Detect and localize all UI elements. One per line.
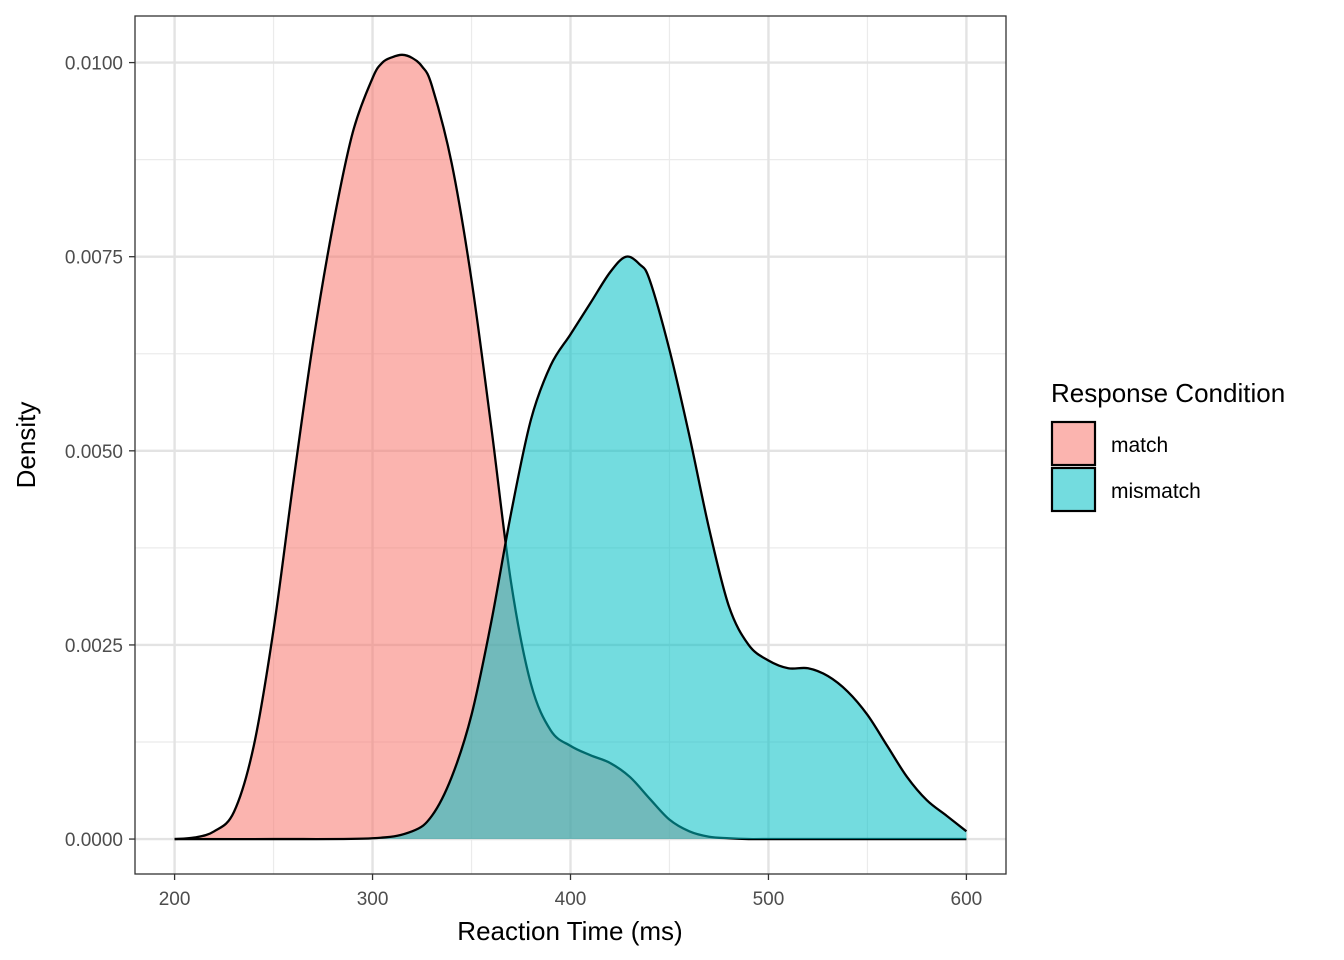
legend-label-match: match	[1111, 434, 1168, 457]
y-axis: 0.0000 0.0025 0.0050 0.0075 0.0100	[65, 54, 135, 851]
legend-key-mismatch	[1050, 466, 1097, 513]
density-areas	[174, 53, 968, 841]
x-tick-label: 400	[555, 889, 587, 910]
legend-label-mismatch: mismatch	[1111, 480, 1201, 503]
density-area-mismatch	[174, 256, 967, 840]
x-tick-label: 200	[159, 889, 191, 910]
density-line-mismatch	[174, 255, 968, 841]
legend-key-match	[1050, 420, 1097, 467]
x-tick-label: 500	[753, 889, 785, 910]
y-tick-label: 0.0050	[65, 442, 123, 463]
y-axis-title: Density	[11, 402, 41, 489]
y-tick-label: 0.0100	[65, 54, 123, 75]
x-axis: 200 300 400 500 600	[159, 874, 983, 910]
x-tick-label: 600	[951, 889, 983, 910]
density-area-match	[174, 54, 967, 840]
y-tick-label: 0.0075	[65, 248, 123, 269]
y-tick-label: 0.0000	[65, 830, 123, 851]
legend-item-mismatch: mismatch	[1050, 466, 1201, 513]
x-axis-title: Reaction Time (ms)	[457, 916, 682, 946]
y-tick-label: 0.0025	[65, 636, 123, 657]
legend: Response Condition match mismatch	[1050, 378, 1285, 513]
legend-title: Response Condition	[1051, 378, 1285, 408]
x-tick-label: 300	[357, 889, 389, 910]
legend-item-match: match	[1050, 420, 1168, 467]
